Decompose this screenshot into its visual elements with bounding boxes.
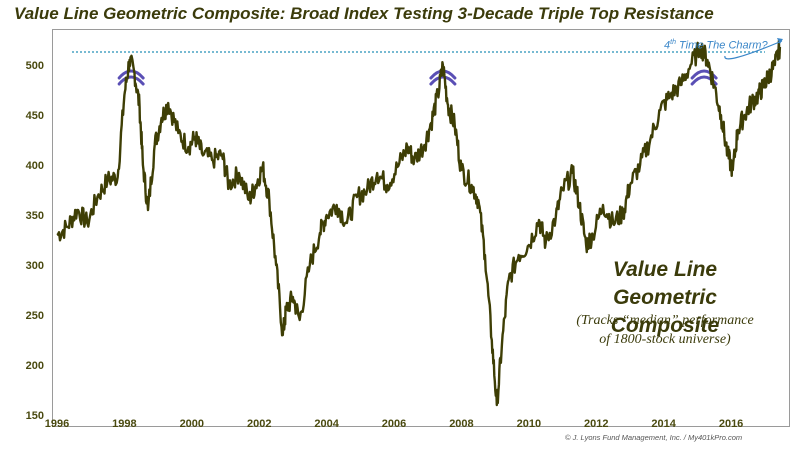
callout-subtitle: (Tracks “median” performance of 1800-sto… (540, 311, 790, 349)
x-axis-ticks: 1996 1998 2000 2002 2004 2006 2008 2010 2012 2014… (45, 418, 744, 430)
callout-line2: Geometric Composite (610, 286, 720, 337)
arrow-shaft (724, 40, 783, 60)
arrow-head (776, 38, 783, 44)
peak-arc (429, 75, 457, 86)
callout-line1: Value Line (612, 258, 718, 281)
x-tick-label: 1996 (45, 418, 69, 430)
annotation-sup: th (670, 39, 676, 46)
callout-sub2: of 1800-stock universe) (599, 332, 731, 347)
x-tick-label: 1998 (112, 418, 136, 430)
series-line-value-line (56, 39, 782, 407)
callout-sub1: (Tracks “median” performance (576, 313, 754, 328)
annotation-rest: Time The Charm? (675, 39, 768, 52)
annotation-text: 4th Time The Charm? (664, 39, 768, 52)
y-axis-ticks: 150 200 250 300 350 400 450 500 (26, 60, 44, 422)
y-tick-label: 250 (26, 310, 44, 322)
peak-arc (690, 69, 718, 80)
y-tick-label: 400 (26, 160, 44, 172)
x-tick-label: 2016 (719, 418, 743, 430)
y-tick-label: 300 (26, 260, 44, 272)
y-tick-label: 500 (26, 60, 44, 72)
x-tick-label: 2000 (180, 418, 204, 430)
x-tick-label: 2012 (584, 418, 608, 430)
callout-title: Value Line Geometric Composite (560, 256, 770, 340)
y-tick-label: 200 (26, 360, 44, 372)
y-tick-label: 450 (26, 110, 44, 122)
x-tick-label: 2010 (517, 418, 541, 430)
y-tick-label: 150 (26, 410, 44, 422)
x-tick-label: 2006 (382, 418, 406, 430)
x-tick-label: 2008 (449, 418, 473, 430)
chart-title: Value Line Geometric Composite: Broad In… (14, 4, 714, 23)
peak-arcs (117, 69, 718, 86)
x-tick-label: 2002 (247, 418, 271, 430)
credit-text: © J. Lyons Fund Management, Inc. / My401… (565, 433, 743, 442)
annotation-lead: 4 (664, 39, 671, 52)
peak-arc (117, 75, 145, 86)
x-tick-label: 2014 (651, 418, 676, 430)
y-tick-label: 350 (26, 210, 44, 222)
peak-arc (117, 69, 145, 80)
x-tick-label: 2004 (314, 418, 339, 430)
annotation-arrow (724, 38, 783, 60)
